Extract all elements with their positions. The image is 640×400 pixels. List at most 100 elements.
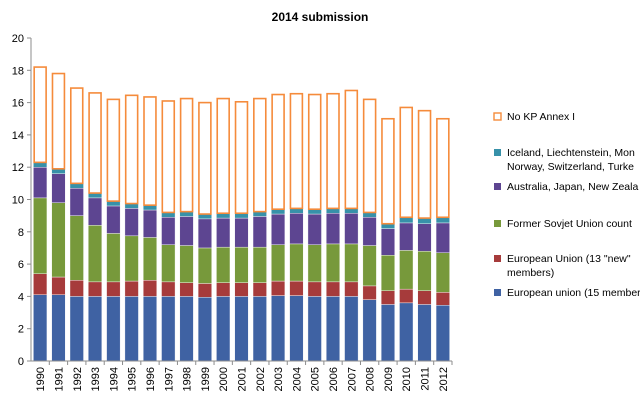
y-tick-label: 0 [18,356,24,368]
bar-segment [234,246,249,283]
bar-segment [88,225,103,283]
bar-segment [124,296,139,362]
x-tick-label: 1999 [200,367,212,391]
bar-segment [417,217,432,224]
bar-segment [197,218,212,249]
bar-segment [51,294,66,362]
legend-swatch [493,112,502,121]
bar-segment [435,305,450,362]
bar-segment [252,246,267,283]
legend-label: No KP Annex I [507,111,575,123]
bar-segment [197,283,212,298]
bar-segment [51,276,66,295]
x-tick-label: 2003 [273,367,285,391]
bar-segment [289,243,304,282]
bar-segment [380,290,395,305]
legend-item: Former Sovjet Union count [494,218,632,230]
bar-segment [362,299,377,362]
y-tick-label: 20 [12,33,24,45]
x-tick-label: 2006 [328,367,340,391]
bar-segment [380,228,395,256]
y-tick-label: 8 [18,227,24,239]
bar-segment [417,290,432,305]
bar-segment [326,281,340,297]
bar-segment [124,280,139,297]
bar-segment [143,296,157,362]
legend-item: No KP Annex I [493,111,575,123]
bar-segment [234,100,249,215]
bar-segment [289,92,304,210]
x-tick-label: 1992 [72,367,84,391]
bar-segment [253,97,267,213]
bar-segment [88,197,103,226]
y-axis: 0 2 4 6 8 10 12 14 16 18 20 [12,33,32,368]
x-tick-label: 2012 [438,367,450,391]
bar-segment [161,296,176,362]
bar-segment [417,109,432,219]
bar-segment [252,216,267,248]
bar-segment [179,245,194,283]
x-tick-label: 1993 [90,367,102,391]
legend-swatch [494,220,501,227]
bar-segment [435,217,450,224]
bar-segment [307,93,322,210]
bar-segment [252,296,267,362]
bar-segment [399,217,414,224]
bar-segment [271,213,286,245]
bar-segment [399,288,414,304]
bar-segment [326,296,340,362]
legend-swatch [494,149,501,156]
x-tick-label: 2004 [291,367,303,391]
bar-segment [234,217,249,248]
bar-segment [344,89,359,210]
bar-segment [161,100,176,214]
x-tick-label: 2001 [237,367,249,391]
bar-segment [271,244,286,282]
bar-segment [362,285,377,300]
bar-segment [344,213,359,245]
y-tick-label: 14 [12,130,24,142]
x-tick-label: 1991 [53,367,65,391]
bar-segment [124,94,139,205]
x-tick-label: 2009 [383,367,395,391]
bar-segment [51,72,66,170]
x-axis: 1990 1991 1992 1993 1994 1995 1996 1997 1998 1999… [31,360,453,391]
bar-segment [289,213,304,245]
bar-segment [69,215,84,281]
bar-segment [88,92,102,194]
bar-segment [106,205,121,234]
bar-segment [362,98,377,214]
bar-segment [216,217,231,248]
y-tick-label: 16 [12,98,24,110]
bar-segment [179,282,194,297]
bar-segment [399,250,414,290]
bar-segment [124,235,139,282]
bar-segment [307,213,322,245]
bar-segment [143,237,157,281]
bar-segment [69,87,84,185]
bar-segment [106,98,121,202]
bar-segment [124,208,139,237]
y-tick-label: 12 [12,162,24,174]
bar-segment [399,222,414,251]
bar-segment [216,246,231,283]
bar-segment [33,294,48,362]
bar-segment [326,92,340,210]
bar-segment [307,244,322,283]
bar-segment [51,173,66,203]
bar-segment [198,101,212,215]
x-tick-label: 1996 [145,367,157,391]
x-tick-label: 1998 [182,367,194,391]
x-tick-label: 1994 [108,367,120,391]
x-tick-label: 2000 [218,367,230,391]
bar-segment [179,216,194,246]
x-tick-label: 2010 [401,367,413,391]
legend-label: Australia, Japan, New Zeala [507,181,638,193]
bar-segment [161,217,176,245]
bar-segment [197,247,212,284]
bar-segment [33,197,48,274]
legend-label: European union (15 member [507,287,640,299]
bar-segment [435,252,450,293]
bar-segment [307,281,322,297]
